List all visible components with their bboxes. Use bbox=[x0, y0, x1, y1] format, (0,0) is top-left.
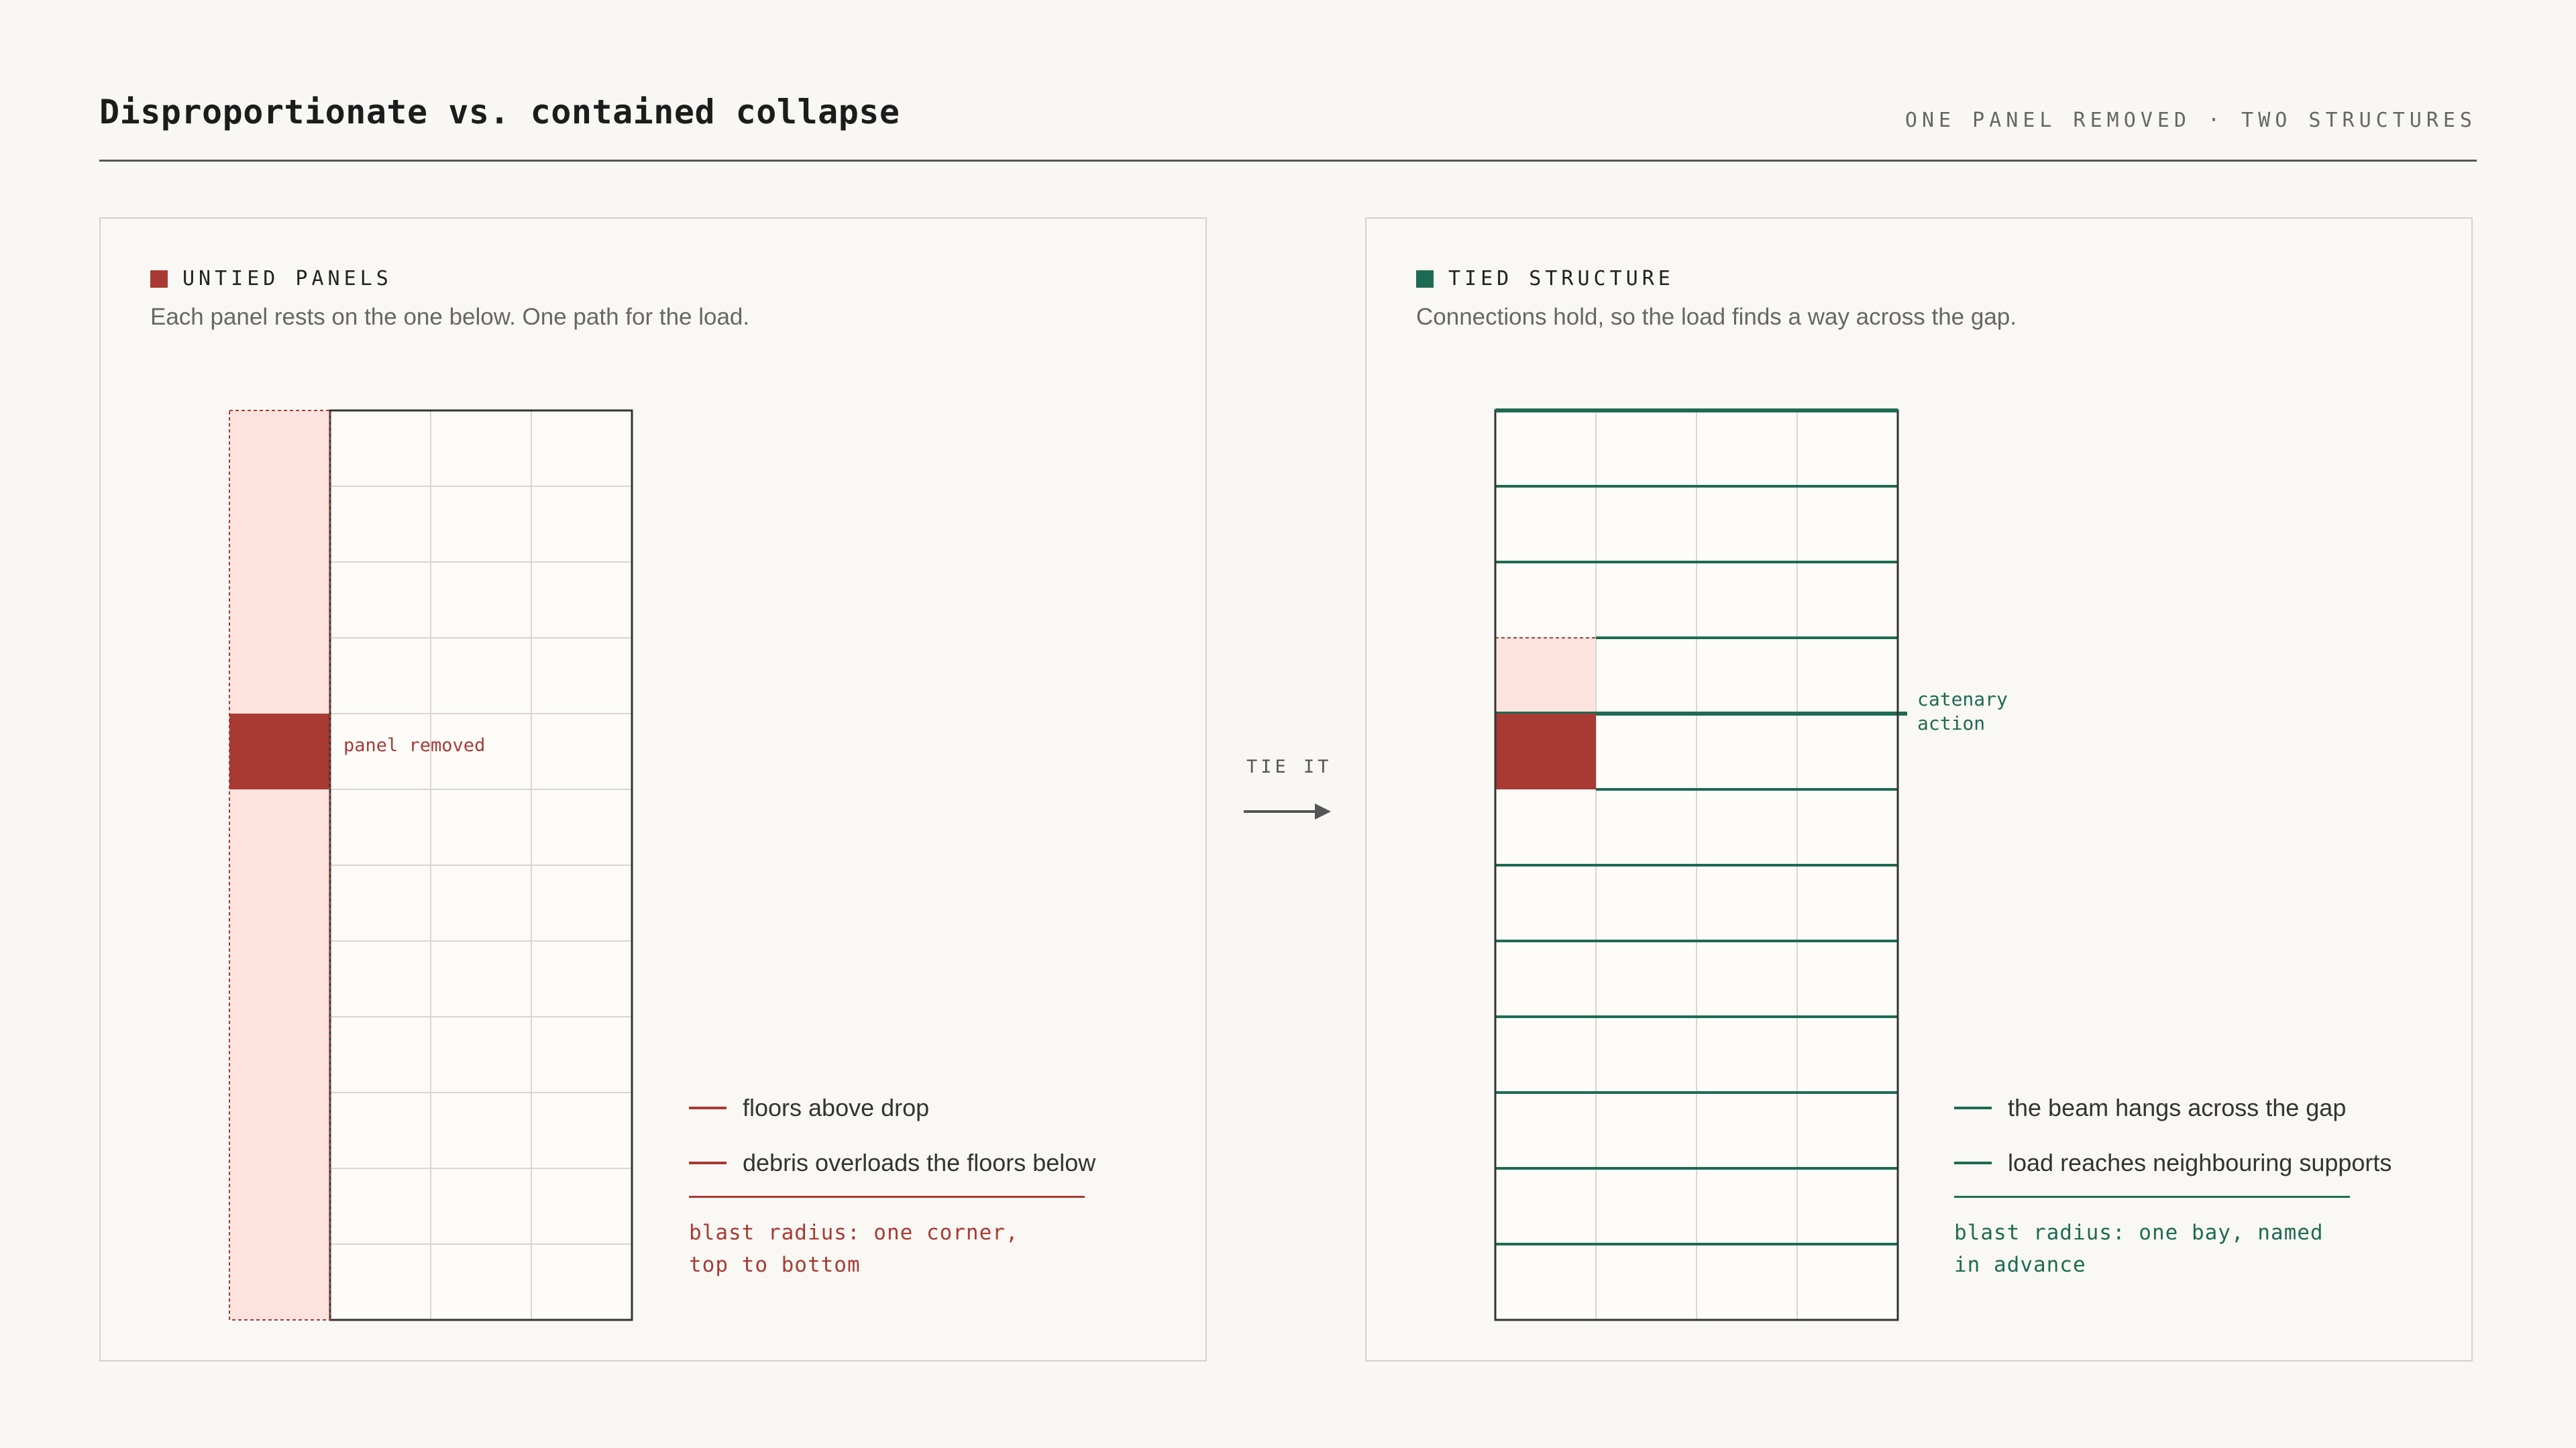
untied-label: UNTIED PANELS bbox=[182, 267, 392, 290]
tied-building-diagram: catenary action bbox=[1494, 408, 2008, 1321]
untied-swatch-icon bbox=[150, 270, 168, 288]
legend-red-line bbox=[689, 1107, 727, 1109]
legend-text: load reaches neighbouring supports bbox=[2008, 1149, 2392, 1176]
legend-text: debris overloads the floors below bbox=[743, 1149, 1096, 1176]
page-subtitle-tag: ONE PANEL REMOVED · TWO STRUCTURES bbox=[1904, 109, 2477, 132]
legend-item-debris: debris overloads the floors below bbox=[689, 1135, 1095, 1190]
tied-panel-card: TIED STRUCTURE Connections hold, so the … bbox=[1365, 217, 2473, 1361]
legend-green-line bbox=[1954, 1162, 1992, 1164]
catenary-label-line2: action bbox=[1917, 712, 1985, 734]
panel-removed-label: panel removed bbox=[343, 735, 485, 756]
untied-building-diagram: panel removed bbox=[229, 409, 633, 1321]
removed-panel bbox=[1495, 714, 1596, 789]
title-divider bbox=[99, 160, 2477, 162]
collapsed-column-fill bbox=[229, 410, 330, 1320]
legend-red-line bbox=[689, 1162, 727, 1164]
legend-text: the beam hangs across the gap bbox=[2008, 1094, 2347, 1121]
legend-item-floors-drop: floors above drop bbox=[689, 1080, 1095, 1135]
untied-legend: floors above drop debris overloads the f… bbox=[689, 1080, 1095, 1281]
tied-blast-radius-note: blast radius: one bay, named in advance bbox=[1954, 1217, 2392, 1281]
note-line: blast radius: one bay, named bbox=[1954, 1221, 2324, 1245]
tied-description: Connections hold, so the load finds a wa… bbox=[1416, 304, 2017, 330]
legend-item-beam-hangs: the beam hangs across the gap bbox=[1954, 1080, 2392, 1135]
legend-divider bbox=[689, 1196, 1085, 1198]
right-arrow-icon bbox=[1244, 803, 1331, 820]
tied-swatch-icon bbox=[1416, 270, 1434, 288]
note-line: top to bottom bbox=[689, 1253, 861, 1277]
untied-panel-card: UNTIED PANELS Each panel rests on the on… bbox=[99, 217, 1207, 1361]
legend-item-load-reaches: load reaches neighbouring supports bbox=[1954, 1135, 2392, 1190]
legend-text: floors above drop bbox=[743, 1094, 930, 1121]
tied-header: TIED STRUCTURE bbox=[1416, 267, 1674, 290]
cracked-panel-above bbox=[1495, 637, 1597, 714]
tied-legend: the beam hangs across the gap load reach… bbox=[1954, 1080, 2392, 1281]
tie-it-label: TIE IT bbox=[1246, 757, 1332, 777]
page-title: Disproportionate vs. contained collapse bbox=[99, 93, 900, 131]
tied-label: TIED STRUCTURE bbox=[1448, 267, 1674, 290]
collapsed-column-outline bbox=[229, 410, 331, 1321]
untied-description: Each panel rests on the one below. One p… bbox=[150, 304, 750, 330]
note-line: in advance bbox=[1954, 1253, 2086, 1277]
catenary-label-line1: catenary bbox=[1917, 688, 2008, 710]
legend-divider bbox=[1954, 1196, 2350, 1198]
removed-panel bbox=[229, 714, 330, 789]
legend-green-line bbox=[1954, 1107, 1992, 1109]
note-line: blast radius: one corner, bbox=[689, 1221, 1019, 1245]
untied-blast-radius-note: blast radius: one corner, top to bottom bbox=[689, 1217, 1095, 1281]
untied-header: UNTIED PANELS bbox=[150, 267, 392, 290]
